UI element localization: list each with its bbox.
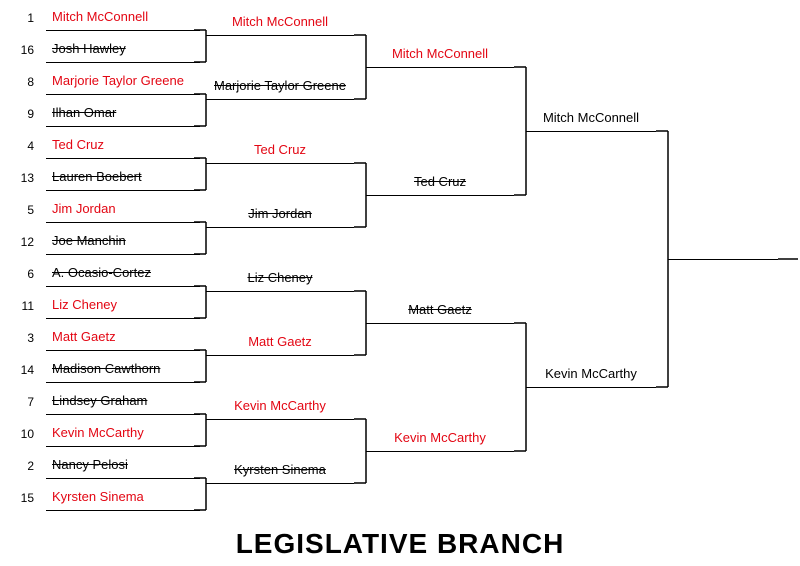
r1-slot-7-label: Joe Manchin <box>52 232 126 250</box>
r2-slot-7: Kyrsten Sinema <box>206 461 354 484</box>
r1-slot-0: Mitch McConnell <box>46 8 200 31</box>
r2-slot-4-label: Liz Cheney <box>247 269 312 287</box>
r2-slot-3: Jim Jordan <box>206 205 354 228</box>
r3-slot-3-label: Kevin McCarthy <box>394 429 486 447</box>
r1-slot-10-label: Matt Gaetz <box>52 328 116 346</box>
r2-slot-1: Marjorie Taylor Greene <box>206 77 354 100</box>
seed-14: 14 <box>16 363 34 377</box>
r4-slot-1-label: Kevin McCarthy <box>545 365 637 383</box>
r3-slot-3: Kevin McCarthy <box>366 429 514 452</box>
r1-slot-0-label: Mitch McConnell <box>52 8 148 26</box>
seed-5: 5 <box>16 203 34 217</box>
r1-slot-15: Kyrsten Sinema <box>46 488 200 511</box>
r1-slot-3-label: Ilhan Omar <box>52 104 116 122</box>
r3-slot-2-label: Matt Gaetz <box>408 301 472 319</box>
r1-slot-2-label: Marjorie Taylor Greene <box>52 72 184 90</box>
seed-9: 9 <box>16 107 34 121</box>
r2-slot-1-label: Marjorie Taylor Greene <box>214 77 346 95</box>
r3-slot-1: Ted Cruz <box>366 173 514 196</box>
r1-slot-13-label: Kevin McCarthy <box>52 424 144 442</box>
r1-slot-1: Josh Hawley <box>46 40 200 63</box>
r1-slot-6: Jim Jordan <box>46 200 200 223</box>
r1-slot-3: Ilhan Omar <box>46 104 200 127</box>
r2-slot-2: Ted Cruz <box>206 141 354 164</box>
r1-slot-2: Marjorie Taylor Greene <box>46 72 200 95</box>
r2-slot-5: Matt Gaetz <box>206 333 354 356</box>
seed-13: 13 <box>16 171 34 185</box>
r1-slot-1-label: Josh Hawley <box>52 40 126 58</box>
seed-11: 11 <box>16 299 34 313</box>
bracket-title: LEGISLATIVE BRANCH <box>0 528 800 560</box>
r1-slot-4: Ted Cruz <box>46 136 200 159</box>
r1-slot-8: A. Ocasio-Cortez <box>46 264 200 287</box>
seed-12: 12 <box>16 235 34 249</box>
r1-slot-6-label: Jim Jordan <box>52 200 116 218</box>
r4-slot-0: Mitch McConnell <box>526 109 656 132</box>
seed-4: 4 <box>16 139 34 153</box>
r1-slot-14-label: Nancy Pelosi <box>52 456 128 474</box>
r2-slot-6-label: Kevin McCarthy <box>234 397 326 415</box>
seed-8: 8 <box>16 75 34 89</box>
r1-slot-11: Madison Cawthorn <box>46 360 200 383</box>
r2-slot-6: Kevin McCarthy <box>206 397 354 420</box>
seed-16: 16 <box>16 43 34 57</box>
r2-slot-0: Mitch McConnell <box>206 13 354 36</box>
r2-slot-2-label: Ted Cruz <box>254 141 306 159</box>
r1-slot-7: Joe Manchin <box>46 232 200 255</box>
seed-1: 1 <box>16 11 34 25</box>
r1-slot-12-label: Lindsey Graham <box>52 392 147 410</box>
r1-slot-15-label: Kyrsten Sinema <box>52 488 144 506</box>
r3-slot-0: Mitch McConnell <box>366 45 514 68</box>
r5-slot-0 <box>668 237 778 260</box>
seed-7: 7 <box>16 395 34 409</box>
r4-slot-0-label: Mitch McConnell <box>543 109 639 127</box>
r3-slot-0-label: Mitch McConnell <box>392 45 488 63</box>
r1-slot-12: Lindsey Graham <box>46 392 200 415</box>
r2-slot-7-label: Kyrsten Sinema <box>234 461 326 479</box>
seed-6: 6 <box>16 267 34 281</box>
r1-slot-14: Nancy Pelosi <box>46 456 200 479</box>
r3-slot-1-label: Ted Cruz <box>414 173 466 191</box>
r2-slot-4: Liz Cheney <box>206 269 354 292</box>
seed-15: 15 <box>16 491 34 505</box>
seed-2: 2 <box>16 459 34 473</box>
r2-slot-0-label: Mitch McConnell <box>232 13 328 31</box>
r4-slot-1: Kevin McCarthy <box>526 365 656 388</box>
bracket-stage: { "title": { "text": "LEGISLATIVE BRANCH… <box>0 0 800 566</box>
r1-slot-9-label: Liz Cheney <box>52 296 117 314</box>
r1-slot-11-label: Madison Cawthorn <box>52 360 160 378</box>
r1-slot-5-label: Lauren Boebert <box>52 168 142 186</box>
r2-slot-5-label: Matt Gaetz <box>248 333 312 351</box>
r1-slot-10: Matt Gaetz <box>46 328 200 351</box>
r1-slot-9: Liz Cheney <box>46 296 200 319</box>
r2-slot-3-label: Jim Jordan <box>248 205 312 223</box>
r1-slot-5: Lauren Boebert <box>46 168 200 191</box>
r1-slot-4-label: Ted Cruz <box>52 136 104 154</box>
seed-3: 3 <box>16 331 34 345</box>
r3-slot-2: Matt Gaetz <box>366 301 514 324</box>
seed-10: 10 <box>16 427 34 441</box>
r1-slot-8-label: A. Ocasio-Cortez <box>52 264 151 282</box>
r1-slot-13: Kevin McCarthy <box>46 424 200 447</box>
